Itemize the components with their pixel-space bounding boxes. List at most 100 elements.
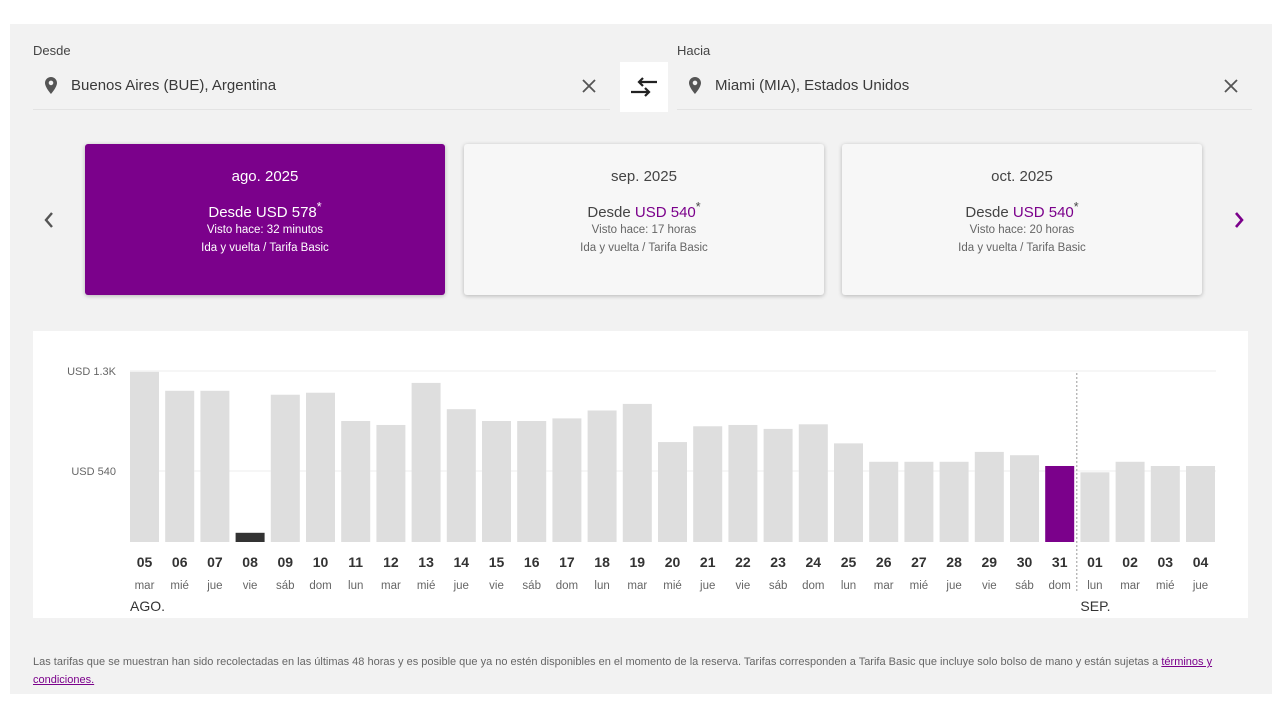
day-number-label: 10: [313, 554, 329, 570]
asterisk: *: [316, 200, 322, 214]
day-number-label: 25: [841, 554, 857, 570]
swap-arrows-icon[interactable]: [620, 62, 668, 112]
day-number-label: 26: [876, 554, 892, 570]
month-price: Desde USD 540*: [464, 200, 824, 221]
from-label: Desde: [33, 43, 71, 58]
day-number-label: 17: [559, 554, 575, 570]
price-bar[interactable]: [270, 394, 300, 542]
weekday-label: lun: [348, 580, 363, 592]
price-bar[interactable]: [1186, 465, 1215, 542]
from-text: Desde: [965, 204, 1009, 221]
chevron-left-icon[interactable]: [36, 205, 62, 235]
weekday-label: vie: [736, 580, 751, 592]
weekday-label: mar: [874, 580, 894, 592]
weekday-label: dom: [1049, 580, 1071, 592]
price-bar[interactable]: [834, 443, 863, 542]
from-text: Desde: [208, 204, 252, 221]
month-title: sep. 2025: [611, 168, 677, 185]
price-bar[interactable]: [1010, 455, 1039, 542]
price-bar[interactable]: [200, 390, 230, 542]
seen-text: Visto hace: 20 horas: [969, 224, 1075, 236]
day-number-label: 30: [1017, 554, 1033, 570]
footnote: Las tarifas que se muestran han sido rec…: [33, 653, 1248, 689]
price-bar[interactable]: [939, 461, 969, 542]
weekday-label: mar: [135, 580, 155, 592]
month-card-oct[interactable]: oct. 2025 Desde USD 540* Visto hace: 20 …: [842, 144, 1202, 295]
weekday-label: sáb: [1015, 580, 1034, 592]
to-label: Hacia: [677, 43, 711, 58]
close-icon[interactable]: [1216, 71, 1246, 101]
day-number-label: 08: [242, 554, 258, 570]
price-bar[interactable]: [587, 410, 617, 543]
from-value: Buenos Aires (BUE), Argentina: [71, 77, 277, 94]
weekday-label: jue: [1192, 580, 1208, 592]
day-number-label: 05: [137, 554, 153, 570]
price-amount: USD 540: [634, 204, 696, 221]
weekday-label: jue: [699, 580, 715, 592]
weekday-label: mié: [910, 580, 929, 592]
weekday-label: sáb: [769, 580, 788, 592]
day-number-label: 16: [524, 554, 540, 570]
weekday-label: mar: [381, 580, 401, 592]
day-number-label: 29: [982, 554, 998, 570]
price-bar[interactable]: [622, 403, 652, 542]
price-bar[interactable]: [411, 382, 441, 542]
price-bar[interactable]: [552, 418, 582, 542]
price-bar[interactable]: [869, 461, 899, 542]
price-bar[interactable]: [165, 390, 195, 542]
weekday-label: dom: [556, 580, 578, 592]
price-bar[interactable]: [1045, 465, 1075, 542]
price-bar[interactable]: [482, 421, 511, 542]
price-bar[interactable]: [974, 451, 1004, 542]
month-card-sep[interactable]: sep. 2025 Desde USD 540* Visto hace: 17 …: [464, 144, 824, 295]
price-bar[interactable]: [130, 371, 159, 542]
price-bar[interactable]: [376, 424, 406, 542]
price-bar[interactable]: [693, 426, 723, 542]
terms-link[interactable]: términos y condiciones.: [33, 656, 1213, 686]
price-bar[interactable]: [1150, 465, 1180, 542]
close-icon[interactable]: [574, 71, 604, 101]
fare-text: Ida y vuelta / Tarifa Basic: [580, 242, 708, 254]
price-bar[interactable]: [763, 428, 793, 542]
price-chart: USD 1.3K USD 540 05 mar 06 mié 07 jue 08 vie 09 sáb…: [67, 366, 1216, 614]
weekday-label: sáb: [522, 580, 541, 592]
price-bar[interactable]: [235, 532, 265, 542]
price-bar[interactable]: [341, 421, 371, 542]
day-number-label: 20: [665, 554, 681, 570]
weekday-label: jue: [453, 580, 469, 592]
price-bar[interactable]: [798, 424, 828, 542]
weekday-label: lun: [841, 580, 856, 592]
price-bar[interactable]: [446, 409, 476, 542]
day-number-label: 22: [735, 554, 751, 570]
day-number-label: 19: [630, 554, 646, 570]
to-field[interactable]: Miami (MIA), Estados Unidos: [677, 62, 1252, 110]
month-card-aug[interactable]: ago. 2025 Desde USD 578* Visto hace: 32 …: [85, 144, 445, 295]
month-label: SEP.: [1080, 598, 1110, 614]
price-bar[interactable]: [306, 392, 335, 542]
weekday-label: dom: [309, 580, 331, 592]
weekday-label: mié: [663, 580, 682, 592]
chevron-right-icon[interactable]: [1226, 205, 1252, 235]
day-number-label: 28: [946, 554, 962, 570]
day-number-label: 21: [700, 554, 716, 570]
day-number-label: 18: [594, 554, 610, 570]
weekday-label: jue: [945, 580, 961, 592]
price-bar[interactable]: [517, 421, 547, 542]
from-field[interactable]: Buenos Aires (BUE), Argentina: [33, 62, 610, 110]
price-chart-panel: USD 1.3K USD 540 05 mar 06 mié 07 jue 08 vie 09 sáb…: [33, 331, 1248, 618]
day-number-label: 04: [1193, 554, 1209, 570]
price-bar[interactable]: [1080, 472, 1110, 542]
day-number-label: 15: [489, 554, 505, 570]
price-bar[interactable]: [1115, 461, 1145, 542]
month-title: ago. 2025: [231, 168, 299, 185]
price-bar[interactable]: [904, 461, 934, 542]
month-title: oct. 2025: [991, 168, 1053, 185]
price-amount: USD 540: [1012, 204, 1074, 221]
from-text: Desde: [587, 204, 631, 221]
weekday-label: mar: [627, 580, 647, 592]
price-bar[interactable]: [728, 424, 758, 542]
weekday-label: mar: [1120, 580, 1140, 592]
price-bar[interactable]: [658, 442, 687, 542]
day-number-label: 14: [454, 554, 470, 570]
weekday-label: vie: [243, 580, 258, 592]
